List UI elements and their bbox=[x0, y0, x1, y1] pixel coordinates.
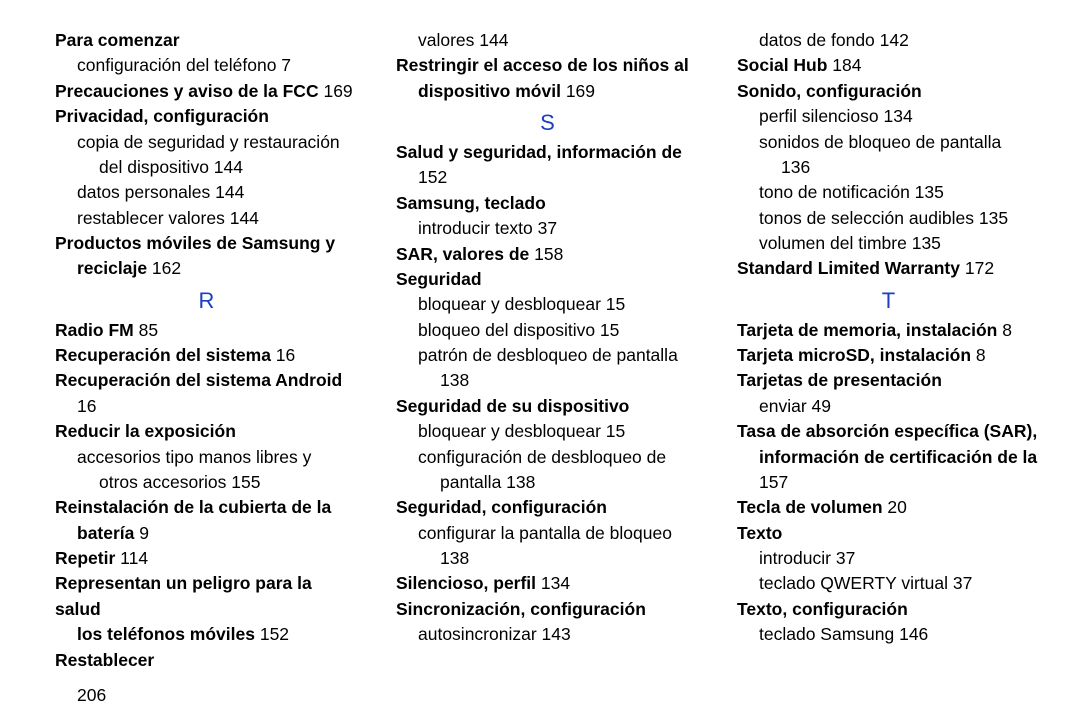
index-line: teclado Samsung 146 bbox=[759, 622, 1040, 647]
index-line: 16 bbox=[77, 394, 358, 419]
index-line: Tarjetas de presentación bbox=[737, 368, 1040, 393]
index-page: Para comenzarconfiguración del teléfono … bbox=[0, 0, 1080, 720]
index-line: 157 bbox=[759, 470, 1040, 495]
index-line: configurar la pantalla de bloqueo bbox=[418, 521, 699, 546]
index-line: Texto bbox=[737, 521, 1040, 546]
index-line: Radio FM 85 bbox=[55, 318, 358, 343]
index-line: Seguridad bbox=[396, 267, 699, 292]
index-line: R bbox=[55, 285, 358, 317]
index-line: perfil silencioso 134 bbox=[759, 104, 1040, 129]
index-line: Social Hub 184 bbox=[737, 53, 1040, 78]
index-line: Tecla de volumen 20 bbox=[737, 495, 1040, 520]
index-line: 152 bbox=[418, 165, 699, 190]
index-line: autosincronizar 143 bbox=[418, 622, 699, 647]
index-line: configuración de desbloqueo de bbox=[418, 445, 699, 470]
index-line: configuración del teléfono 7 bbox=[77, 53, 358, 78]
index-line: Recuperación del sistema Android bbox=[55, 368, 358, 393]
index-line: los teléfonos móviles 152 bbox=[77, 622, 358, 647]
index-line: sonidos de bloqueo de pantalla bbox=[759, 130, 1040, 155]
index-line: Tarjeta de memoria, instalación 8 bbox=[737, 318, 1040, 343]
index-line: reciclaje 162 bbox=[77, 256, 358, 281]
index-line: Sincronización, configuración bbox=[396, 597, 699, 622]
index-line: Representan un peligro para la salud bbox=[55, 571, 358, 622]
index-line: tono de notificación 135 bbox=[759, 180, 1040, 205]
index-line: volumen del timbre 135 bbox=[759, 231, 1040, 256]
index-line: Texto, configuración bbox=[737, 597, 1040, 622]
index-line: 138 bbox=[440, 546, 699, 571]
index-line: patrón de desbloqueo de pantalla bbox=[418, 343, 699, 368]
index-line: Standard Limited Warranty 172 bbox=[737, 256, 1040, 281]
index-line: valores 144 bbox=[418, 28, 699, 53]
index-line: Tasa de absorción específica (SAR), bbox=[737, 419, 1040, 444]
index-line: pantalla 138 bbox=[440, 470, 699, 495]
index-line: bloqueo del dispositivo 15 bbox=[418, 318, 699, 343]
index-line: 136 bbox=[781, 155, 1040, 180]
index-line: datos de fondo 142 bbox=[759, 28, 1040, 53]
index-line: Privacidad, configuración bbox=[55, 104, 358, 129]
index-line: accesorios tipo manos libres y bbox=[77, 445, 358, 470]
index-line: 138 bbox=[440, 368, 699, 393]
index-column-2: valores 144Restringir el acceso de los n… bbox=[396, 28, 699, 720]
index-line: restablecer valores 144 bbox=[77, 206, 358, 231]
index-line: introducir 37 bbox=[759, 546, 1040, 571]
index-line: bloquear y desbloquear 15 bbox=[418, 292, 699, 317]
index-line: Repetir 114 bbox=[55, 546, 358, 571]
index-line: Recuperación del sistema 16 bbox=[55, 343, 358, 368]
index-line: Restringir el acceso de los niños al bbox=[396, 53, 699, 78]
index-line: otros accesorios 155 bbox=[99, 470, 358, 495]
index-line: batería 9 bbox=[77, 521, 358, 546]
index-line: introducir texto 37 bbox=[418, 216, 699, 241]
index-line: Samsung, teclado bbox=[396, 191, 699, 216]
index-line: Para comenzar bbox=[55, 28, 358, 53]
index-line: Precauciones y aviso de la FCC 169 bbox=[55, 79, 358, 104]
page-number: 206 bbox=[77, 683, 358, 708]
index-line: enviar 49 bbox=[759, 394, 1040, 419]
index-line: S bbox=[396, 107, 699, 139]
index-line: Restablecer bbox=[55, 648, 358, 673]
index-line: teclado QWERTY virtual 37 bbox=[759, 571, 1040, 596]
index-line: copia de seguridad y restauración bbox=[77, 130, 358, 155]
index-line: bloquear y desbloquear 15 bbox=[418, 419, 699, 444]
index-line: tonos de selección audibles 135 bbox=[759, 206, 1040, 231]
index-line: T bbox=[737, 285, 1040, 317]
index-column-1: Para comenzarconfiguración del teléfono … bbox=[55, 28, 358, 720]
index-line: dispositivo móvil 169 bbox=[418, 79, 699, 104]
index-line: Silencioso, perfil 134 bbox=[396, 571, 699, 596]
index-line: Productos móviles de Samsung y bbox=[55, 231, 358, 256]
index-line: Sonido, configuración bbox=[737, 79, 1040, 104]
index-line: del dispositivo 144 bbox=[99, 155, 358, 180]
index-column-3: datos de fondo 142Social Hub 184Sonido, … bbox=[737, 28, 1040, 720]
index-line: Seguridad de su dispositivo bbox=[396, 394, 699, 419]
index-line: SAR, valores de 158 bbox=[396, 242, 699, 267]
index-line: datos personales 144 bbox=[77, 180, 358, 205]
index-line: Seguridad, configuración bbox=[396, 495, 699, 520]
index-line: Tarjeta microSD, instalación 8 bbox=[737, 343, 1040, 368]
index-line: Reinstalación de la cubierta de la bbox=[55, 495, 358, 520]
index-line: Reducir la exposición bbox=[55, 419, 358, 444]
index-line: información de certificación de la bbox=[759, 445, 1040, 470]
index-line: Salud y seguridad, información de bbox=[396, 140, 699, 165]
